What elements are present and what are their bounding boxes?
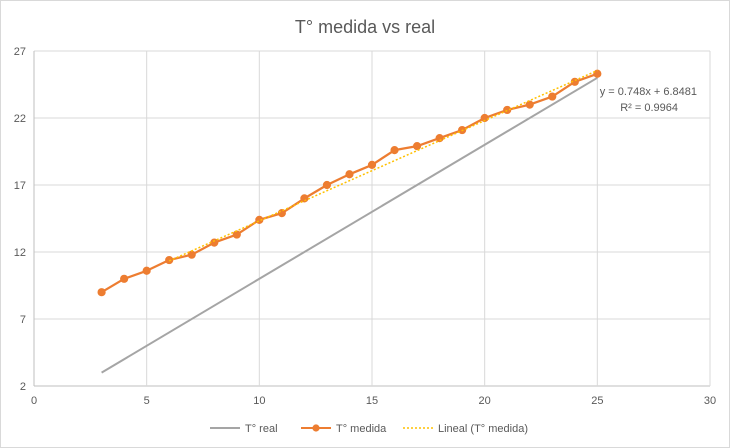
data-point-t-medida [525,100,534,109]
data-point-t-medida [97,288,106,297]
data-point-t-medida [480,113,489,123]
legend-item: Lineal (T° medida) [403,423,528,435]
data-point-t-medida [322,180,332,190]
y-tick-label: 7 [20,314,26,326]
data-point-t-medida [503,105,512,115]
data-point-t-medida [435,134,444,143]
legend-item: T° real [210,423,278,435]
data-point-t-medida [593,69,602,78]
x-tick-label: 15 [366,395,378,407]
trendline-annotation: y = 0.748x + 6.8481 R² = 0.9964 [600,86,697,114]
y-tick-label: 2 [20,381,26,393]
series-line-t-real [101,76,598,374]
data-point-t-medida [548,92,557,101]
trendline-r-squared: R² = 0.9964 [620,102,678,114]
chart-title: T° medida vs real [295,17,435,37]
legend: T° real T° medida Lineal (T° medida) [210,423,528,435]
legend-item: T° medida [301,423,387,435]
y-tick-label: 22 [14,113,26,125]
x-tick-label: 30 [704,395,716,407]
data-point-t-medida [300,194,309,203]
legend-label: Lineal (T° medida) [438,423,528,435]
data-point-t-medida [277,209,286,218]
data-point-t-medida [142,266,151,275]
x-tick-label: 25 [591,395,603,407]
y-tick-label: 17 [14,180,26,192]
data-point-t-medida [345,170,354,179]
y-tick-label: 27 [14,46,26,58]
data-point-t-medida [412,142,422,151]
legend-marker [312,424,320,432]
x-tick-label: 0 [31,395,37,407]
data-point-t-medida [232,230,241,239]
trendline-equation: y = 0.748x + 6.8481 [600,86,697,98]
data-point-t-medida [120,274,129,283]
data-point-t-medida [367,160,377,169]
data-point-t-medida [390,146,399,155]
y-tick-label: 12 [14,247,26,259]
series-line-t-medida [101,72,598,294]
x-tick-label: 10 [253,395,265,407]
data-point-t-medida [165,255,174,265]
legend-label: T° medida [336,423,387,435]
legend-label: T° real [245,423,278,435]
x-tick-label: 5 [144,395,150,407]
plot-series [97,69,602,374]
grid-lines [33,50,711,387]
x-tick-label: 20 [479,395,491,407]
